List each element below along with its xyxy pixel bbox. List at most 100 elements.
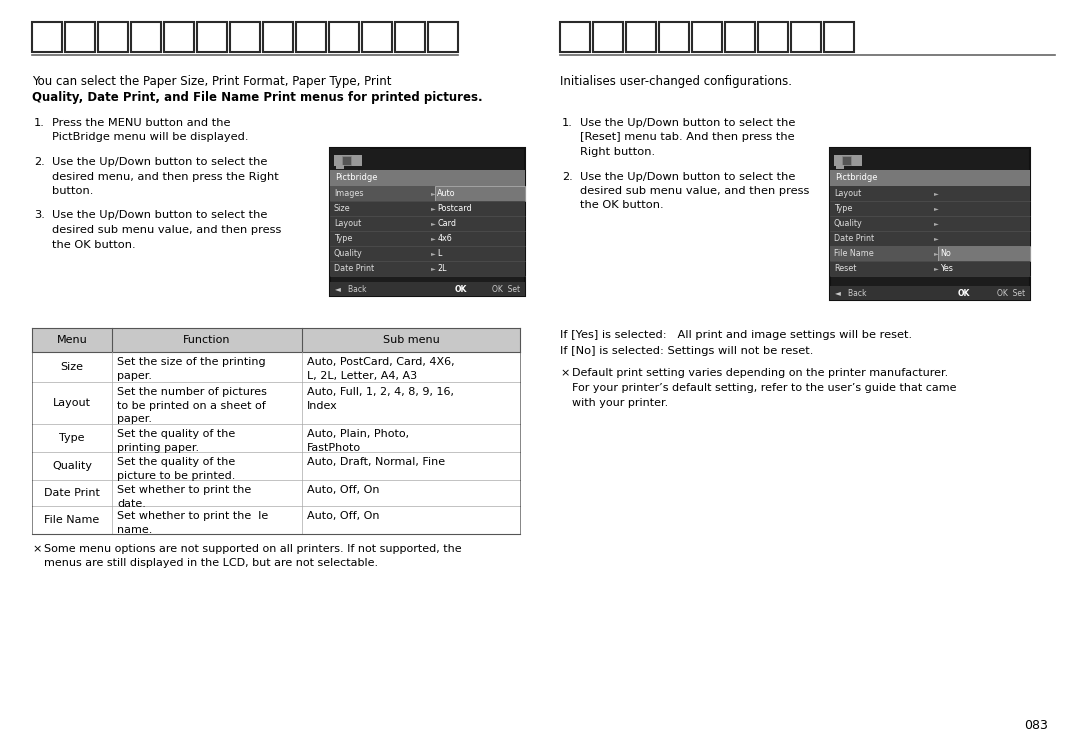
Text: Set the quality of the
printing paper.: Set the quality of the printing paper.: [117, 429, 235, 453]
Text: Auto, Off, On: Auto, Off, On: [307, 485, 379, 495]
Bar: [32, 452, 519, 480]
Text: Quality: Quality: [52, 461, 92, 471]
Bar: [330, 231, 525, 246]
Bar: [428, 22, 458, 52]
Text: Postcard: Postcard: [437, 204, 472, 213]
Text: ►: ►: [431, 206, 436, 211]
Bar: [791, 22, 821, 52]
Bar: [831, 231, 1030, 246]
Text: 3.: 3.: [33, 210, 45, 221]
Text: Date Print: Date Print: [334, 264, 374, 273]
Text: ►: ►: [934, 251, 939, 256]
Text: Use the Up/Down button to select the: Use the Up/Down button to select the: [580, 172, 795, 181]
Bar: [330, 282, 525, 296]
Text: PictBridge menu will be displayed.: PictBridge menu will be displayed.: [52, 133, 248, 142]
Bar: [593, 22, 623, 52]
Bar: [330, 170, 525, 186]
Bar: [32, 424, 519, 452]
Bar: [330, 246, 525, 261]
Text: L: L: [437, 249, 442, 258]
Bar: [831, 148, 1030, 300]
Text: ►: ►: [934, 206, 939, 211]
Bar: [758, 22, 788, 52]
Text: Card: Card: [437, 219, 456, 228]
Bar: [842, 156, 851, 165]
Text: Pictbridge: Pictbridge: [335, 174, 378, 183]
Bar: [824, 22, 854, 52]
Bar: [659, 22, 689, 52]
Bar: [626, 22, 656, 52]
Text: [Reset] menu tab. And then press the: [Reset] menu tab. And then press the: [580, 133, 795, 142]
Bar: [831, 246, 1030, 261]
Text: You can select the Paper Size, Print Format, Paper Type, Print: You can select the Paper Size, Print For…: [32, 75, 391, 88]
Text: desired menu, and then press the Right: desired menu, and then press the Right: [52, 172, 279, 181]
Bar: [831, 186, 1030, 201]
Bar: [264, 22, 293, 52]
Text: 2L: 2L: [437, 264, 447, 273]
Text: Auto, Off, On: Auto, Off, On: [307, 511, 379, 521]
Text: Use the Up/Down button to select the: Use the Up/Down button to select the: [52, 210, 268, 221]
Bar: [939, 246, 1030, 261]
Text: OK: OK: [958, 289, 970, 298]
Text: ►: ►: [431, 266, 436, 271]
Text: ►: ►: [431, 191, 436, 196]
Bar: [342, 156, 351, 165]
Text: ►: ►: [934, 221, 939, 226]
Bar: [197, 22, 227, 52]
Bar: [32, 506, 519, 534]
Text: ◄   Back: ◄ Back: [835, 289, 866, 298]
Text: Set whether to print the  le
name.: Set whether to print the le name.: [117, 511, 268, 535]
Text: Yes: Yes: [940, 264, 953, 273]
Text: Auto, PostCard, Card, 4X6,
L, 2L, Letter, A4, A3: Auto, PostCard, Card, 4X6, L, 2L, Letter…: [307, 357, 455, 380]
Text: Auto: Auto: [437, 189, 456, 198]
Bar: [330, 148, 525, 296]
Bar: [831, 148, 870, 170]
Text: desired sub menu value, and then press: desired sub menu value, and then press: [52, 225, 282, 235]
Text: 2.: 2.: [562, 172, 572, 181]
Text: Auto, Plain, Photo,
FastPhoto: Auto, Plain, Photo, FastPhoto: [307, 429, 409, 453]
Bar: [32, 480, 519, 506]
Text: OK: OK: [455, 284, 468, 293]
Text: Date Print: Date Print: [44, 488, 100, 498]
Bar: [330, 216, 525, 231]
Bar: [831, 261, 1030, 276]
Bar: [296, 22, 326, 52]
Text: Function: Function: [184, 335, 231, 345]
Text: ×: ×: [561, 368, 569, 378]
Text: ►: ►: [934, 236, 939, 241]
Text: Layout: Layout: [334, 219, 361, 228]
Bar: [725, 22, 755, 52]
Text: Quality, Date Print, and File Name Print menus for printed pictures.: Quality, Date Print, and File Name Print…: [32, 91, 483, 104]
Text: Images: Images: [334, 189, 364, 198]
Text: the OK button.: the OK button.: [52, 239, 136, 249]
Text: Quality: Quality: [334, 249, 363, 258]
Bar: [131, 22, 161, 52]
Bar: [32, 328, 519, 352]
Bar: [32, 22, 62, 52]
Text: Set whether to print the
date.: Set whether to print the date.: [117, 485, 252, 509]
Text: Set the number of pictures
to be printed on a sheet of
paper.: Set the number of pictures to be printed…: [117, 387, 267, 424]
Text: ►: ►: [431, 236, 436, 241]
Bar: [831, 170, 1030, 186]
Bar: [65, 22, 95, 52]
Text: If [Yes] is selected:   All print and image settings will be reset.: If [Yes] is selected: All print and imag…: [561, 330, 913, 340]
Text: Type: Type: [834, 204, 852, 213]
Text: Layout: Layout: [834, 189, 861, 198]
Text: OK  Set: OK Set: [491, 284, 519, 293]
Text: File Name: File Name: [834, 249, 874, 258]
Text: Auto, Full, 1, 2, 4, 8, 9, 16,
Index: Auto, Full, 1, 2, 4, 8, 9, 16, Index: [307, 387, 454, 410]
Text: Size: Size: [334, 204, 351, 213]
Text: Quality: Quality: [834, 219, 863, 228]
Text: the OK button.: the OK button.: [580, 201, 663, 210]
Bar: [435, 186, 525, 201]
Bar: [230, 22, 260, 52]
Text: 083: 083: [1024, 719, 1048, 732]
Bar: [395, 22, 426, 52]
Bar: [32, 382, 519, 424]
Bar: [330, 261, 525, 276]
Bar: [330, 186, 525, 201]
Text: Set the quality of the
picture to be printed.: Set the quality of the picture to be pri…: [117, 457, 235, 480]
Bar: [362, 22, 392, 52]
Bar: [98, 22, 129, 52]
Text: Use the Up/Down button to select the: Use the Up/Down button to select the: [580, 118, 795, 128]
